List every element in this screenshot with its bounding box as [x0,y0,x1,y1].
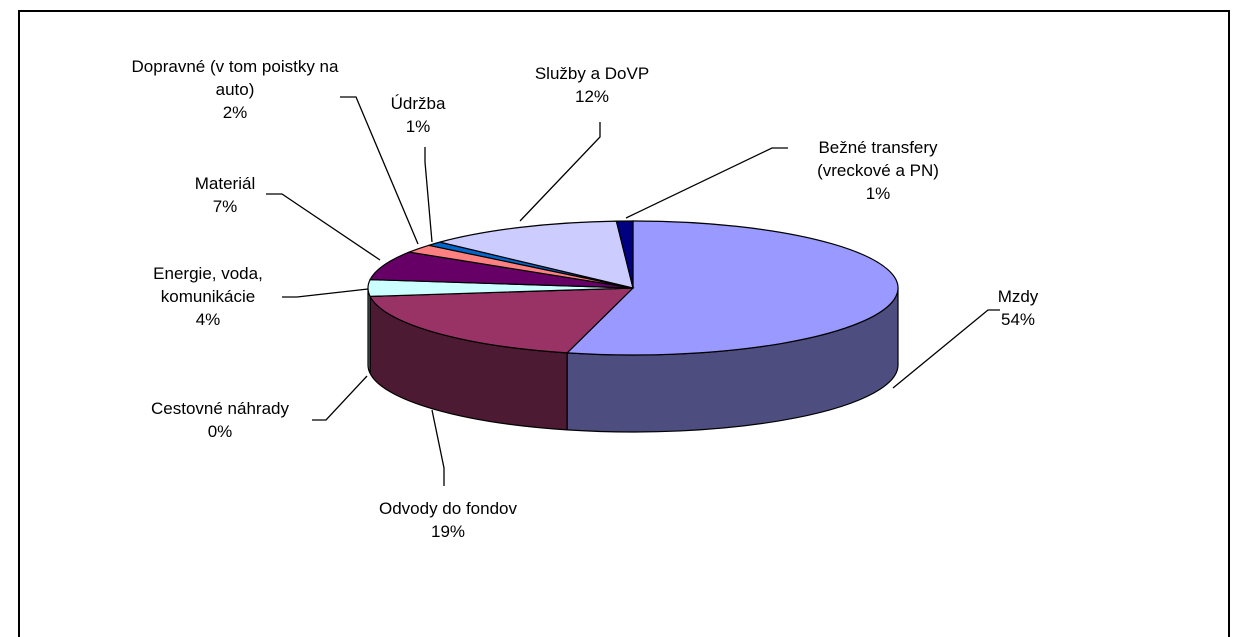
chart-frame [18,10,1230,637]
data-label: Bežné transfery (vreckové a PN) 1% [803,136,953,205]
leader-line [625,147,788,219]
data-label: Odvody do fondov 19% [348,497,548,543]
data-label: Materiál 7% [165,172,285,218]
leader-line [424,147,433,243]
pie-slice [369,251,634,289]
data-label: Dopravné (v tom poistky na auto) 2% [123,55,348,124]
label-name: Materiál [194,174,256,193]
label-value: 4% [195,310,221,329]
data-label: Služby a DoVP 12% [512,62,672,108]
data-label: Cestovné náhrady 0% [120,397,320,443]
pie-tops [367,220,899,356]
label-name: Odvody do fondov [379,499,517,518]
pie-slice-side [367,287,371,374]
label-value: 19% [430,522,466,541]
leader-line [340,96,419,245]
label-value: 0% [207,422,233,441]
leader-lines [266,96,1000,486]
data-label: Údržba 1% [368,92,468,138]
label-name: Údržba [390,94,446,113]
label-value: 1% [405,117,431,136]
label-name: Cestovné náhrady [151,399,289,418]
label-name: Dopravné (v tom poistky na auto) [131,57,339,99]
label-name: Bežné transfery (vreckové a PN) [817,138,939,180]
data-label: Energie, voda, komunikácie 4% [138,262,278,331]
label-value: 2% [222,103,248,122]
label-name: Mzdy [997,287,1039,306]
leader-line [431,409,445,486]
leader-line [282,288,369,298]
label-value: 12% [574,87,610,106]
label-name: Služby a DoVP [534,64,650,83]
leader-line [266,193,381,261]
label-value: 54% [1000,310,1036,329]
data-label: Mzdy 54% [973,285,1063,331]
pie-slice [615,220,634,289]
leader-line [312,375,368,421]
pie-slice [565,220,899,356]
pie-slice [369,287,635,354]
label-name: Energie, voda, komunikácie [153,264,263,306]
label-value: 7% [212,197,238,216]
pie-slice [439,220,634,289]
leader-line [519,122,601,222]
leader-line [892,309,1000,389]
label-value: 1% [865,184,891,203]
